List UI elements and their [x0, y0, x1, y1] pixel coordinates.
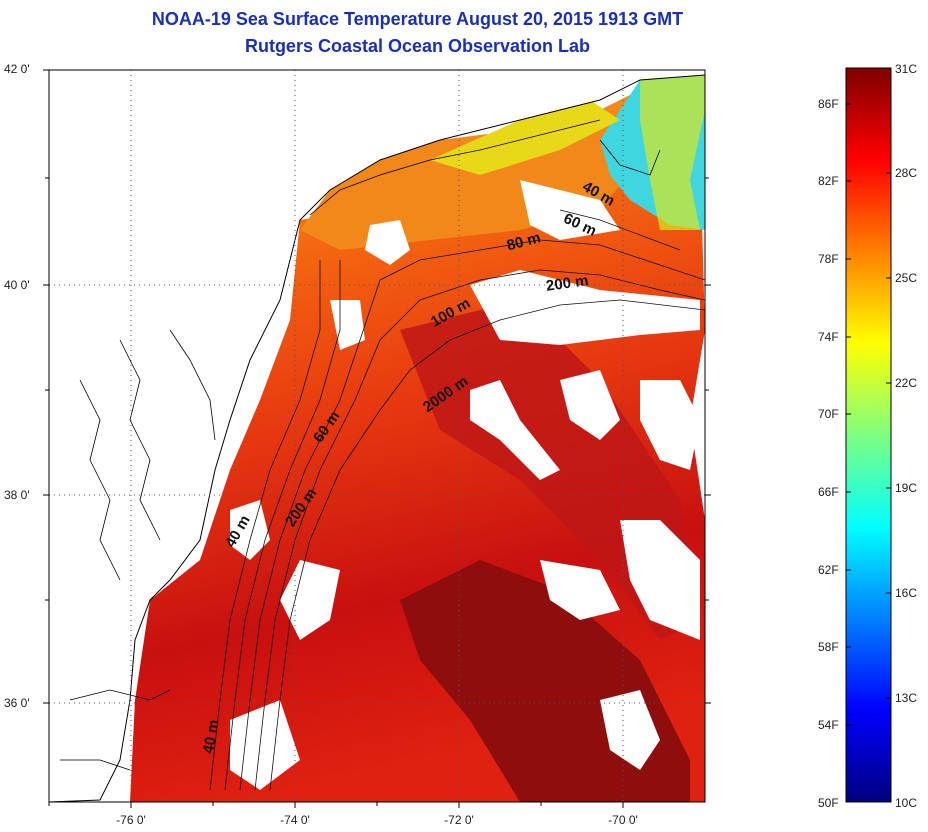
lat-label: 38 0' — [4, 488, 30, 502]
lon-label: -72 0' — [444, 813, 474, 827]
colorbar-f-label: 86F — [818, 97, 839, 111]
colorbar-f-label: 78F — [818, 252, 839, 266]
lat-label: 40 0' — [4, 278, 30, 292]
colorbar-c-label: 25C — [895, 271, 918, 285]
colorbar-f-label: 50F — [818, 796, 839, 810]
map-title: NOAA-19 Sea Surface Temperature August 2… — [151, 9, 684, 29]
colorbar-c-label: 19C — [895, 481, 918, 495]
colorbar-f-label: 58F — [818, 640, 839, 654]
colorbar-f-label: 70F — [818, 407, 839, 421]
lon-label: -74 0' — [280, 813, 310, 827]
colorbar — [845, 67, 892, 803]
sst-field-ls-sound — [430, 100, 620, 175]
graticule — [49, 70, 705, 802]
lat-label: 42 0' — [4, 62, 30, 76]
map-ticks — [43, 69, 711, 808]
lat-label: 36 0' — [4, 696, 30, 710]
land-mass — [49, 70, 705, 802]
colorbar-c-label: 22C — [895, 376, 918, 390]
depth-contours — [209, 209, 705, 791]
colorbar-c-label: 13C — [895, 691, 918, 705]
colorbar-f-label: 82F — [818, 174, 839, 188]
colorbar-c-label: 10C — [895, 796, 918, 810]
colorbar-c-label: 28C — [895, 166, 918, 180]
lon-label: -70 0' — [608, 813, 638, 827]
colorbar-f-label: 54F — [818, 718, 839, 732]
colorbar-f-label: 62F — [818, 563, 839, 577]
sst-field-cool-edge — [640, 70, 705, 230]
colorbar-f-label: 74F — [818, 330, 839, 344]
map-subtitle: Rutgers Coastal Ocean Observation Lab — [244, 36, 591, 56]
colorbar-c-label: 31C — [895, 62, 918, 76]
colorbar-ticks — [846, 103, 891, 726]
coastline-detail — [60, 119, 661, 771]
colorbar-c-label: 16C — [895, 586, 918, 600]
lon-label: -76 0' — [116, 813, 146, 827]
colorbar-f-label: 66F — [818, 485, 839, 499]
